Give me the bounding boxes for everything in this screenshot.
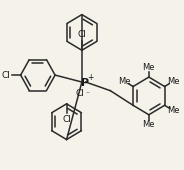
Text: Cl: Cl <box>1 71 10 80</box>
Text: Me: Me <box>143 63 155 72</box>
Text: Cl: Cl <box>62 115 71 124</box>
Text: Me: Me <box>167 77 179 86</box>
Text: Cl: Cl <box>77 30 86 39</box>
Text: +: + <box>87 73 94 82</box>
Text: Cl: Cl <box>75 89 84 98</box>
Text: ⁻: ⁻ <box>86 89 90 98</box>
Text: Me: Me <box>167 106 179 115</box>
Text: Me: Me <box>143 120 155 129</box>
Text: P: P <box>81 78 89 88</box>
Text: Me: Me <box>118 77 131 86</box>
